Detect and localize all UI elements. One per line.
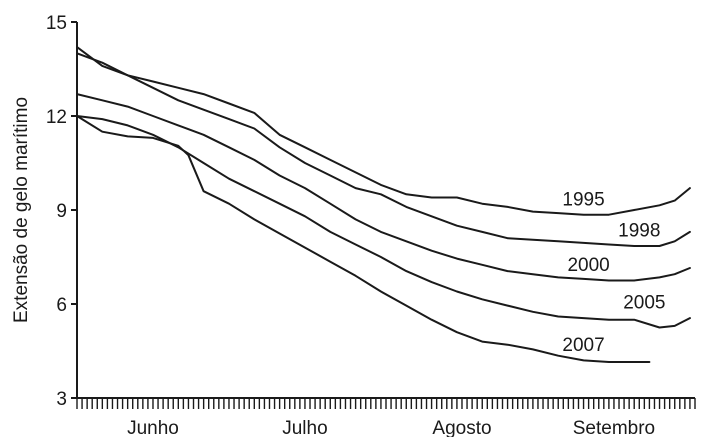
series-line-2007 xyxy=(76,115,651,363)
x-tick-label: Julho xyxy=(282,418,327,437)
series-label-1998: 1998 xyxy=(618,221,660,242)
series-line-2005 xyxy=(76,115,691,329)
series-line-1995 xyxy=(76,46,691,216)
series-label-2007: 2007 xyxy=(562,335,604,356)
series-lines xyxy=(76,46,691,363)
y-tick-label: 12 xyxy=(46,107,67,128)
series-labels: 1995 1998 2000 2005 2007 xyxy=(562,189,665,356)
series-label-2005: 2005 xyxy=(623,293,665,314)
y-axis-title: Extensão de gelo marítimo xyxy=(11,97,32,323)
y-axis: 3 6 9 12 15 xyxy=(46,13,78,410)
x-tick-label: Setembro xyxy=(573,418,655,437)
y-tick-label: 9 xyxy=(56,201,67,222)
series-label-2000: 2000 xyxy=(567,255,609,276)
series-line-1998 xyxy=(76,52,691,247)
y-tick-label: 6 xyxy=(56,295,67,316)
series-line-2000 xyxy=(76,93,691,282)
x-tick-label: Agosto xyxy=(432,418,491,437)
x-tick-label: Junho xyxy=(127,418,179,437)
series-label-1995: 1995 xyxy=(562,189,604,210)
y-tick-label: 15 xyxy=(46,13,67,34)
x-axis: Junho Julho Agosto Setembro xyxy=(76,397,696,437)
y-tick-label: 3 xyxy=(56,389,67,410)
